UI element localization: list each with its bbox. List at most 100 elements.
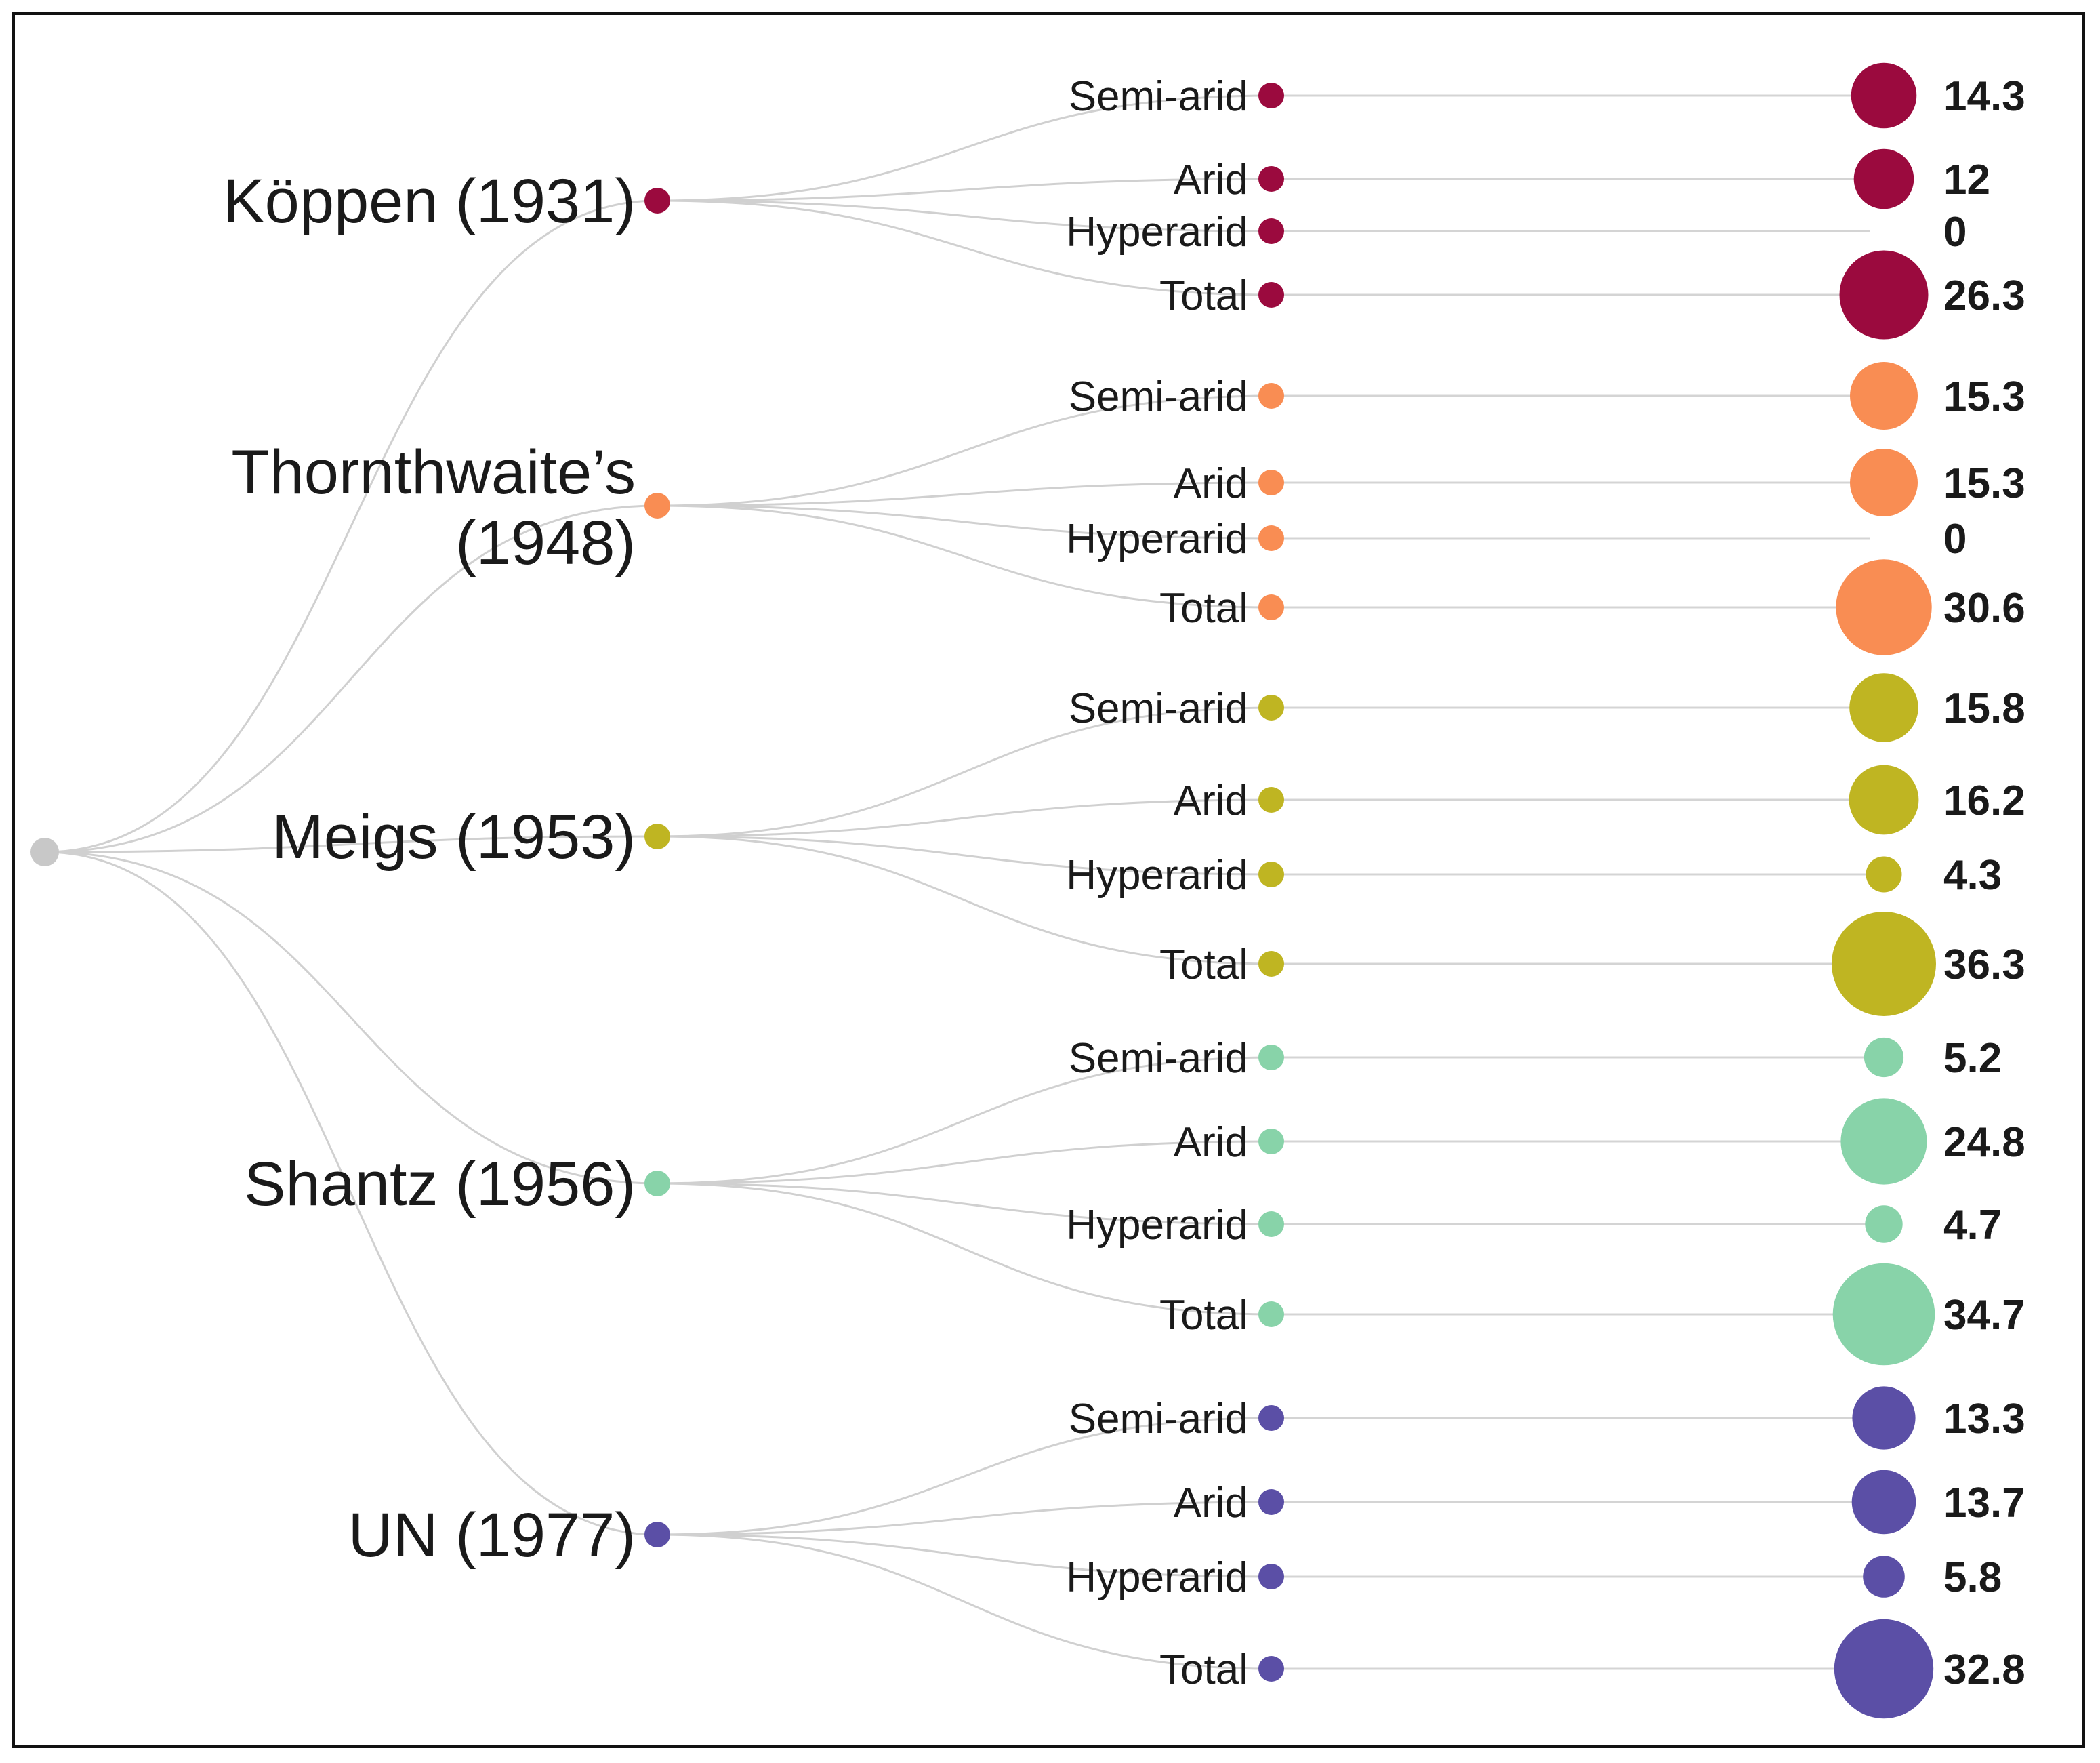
category-node[interactable] xyxy=(1258,1489,1284,1515)
value-bubble[interactable] xyxy=(1832,912,1936,1016)
category-node[interactable] xyxy=(1258,1656,1284,1682)
value-bubble[interactable] xyxy=(1850,449,1918,516)
value-bubble[interactable] xyxy=(1849,765,1919,835)
category-label: Total xyxy=(1159,941,1248,988)
category-label: Total xyxy=(1159,272,1248,319)
category-label: Semi-arid xyxy=(1069,685,1248,732)
method-link xyxy=(657,1533,1272,1578)
method-label: Shantz (1956) xyxy=(244,1150,636,1219)
value-bubble[interactable] xyxy=(1864,1037,1904,1078)
method-link xyxy=(657,1533,1272,1670)
category-node[interactable] xyxy=(1258,1405,1284,1431)
value-label: 13.7 xyxy=(1943,1480,2025,1526)
method-node[interactable] xyxy=(644,1171,670,1196)
category-label: Semi-arid xyxy=(1069,1035,1248,1082)
value-label: 14.3 xyxy=(1943,73,2025,120)
method-link xyxy=(657,481,1272,507)
category-node[interactable] xyxy=(1258,695,1284,721)
method-link xyxy=(657,504,1272,540)
value-bubble[interactable] xyxy=(1851,62,1917,129)
value-bubble[interactable] xyxy=(1840,1098,1927,1185)
category-node[interactable] xyxy=(1258,83,1284,108)
value-bubble[interactable] xyxy=(1850,362,1918,430)
value-label: 32.8 xyxy=(1943,1646,2025,1693)
method-label: Thornthwaite’s xyxy=(231,438,636,507)
category-label: Hyperarid xyxy=(1066,852,1248,899)
category-node[interactable] xyxy=(1258,282,1284,308)
category-node[interactable] xyxy=(1258,166,1284,192)
method-link xyxy=(657,1501,1272,1536)
category-node[interactable] xyxy=(1258,218,1284,244)
value-bubble[interactable] xyxy=(1839,250,1929,340)
method-link xyxy=(657,394,1272,507)
value-bubble[interactable] xyxy=(1865,1205,1903,1243)
value-bubble[interactable] xyxy=(1866,856,1902,893)
category-label: Arid xyxy=(1174,1119,1248,1166)
category-node[interactable] xyxy=(1258,383,1284,409)
value-label: 5.8 xyxy=(1943,1554,2002,1601)
category-node[interactable] xyxy=(1258,951,1284,977)
value-bubble[interactable] xyxy=(1853,148,1914,209)
root-link-2 xyxy=(44,835,658,853)
method-link xyxy=(657,798,1272,838)
method-link xyxy=(657,1182,1272,1225)
value-label: 15.3 xyxy=(1943,460,2025,507)
method-link xyxy=(657,1056,1272,1185)
method-label: Köppen (1931) xyxy=(223,167,636,236)
category-label: Hyperarid xyxy=(1066,516,1248,563)
method-link xyxy=(657,1182,1272,1316)
value-label: 12 xyxy=(1943,157,1990,203)
value-label: 16.2 xyxy=(1943,777,2025,824)
category-label: Total xyxy=(1159,585,1248,632)
category-label: Hyperarid xyxy=(1066,209,1248,256)
value-bubble[interactable] xyxy=(1832,1263,1935,1366)
method-node[interactable] xyxy=(644,188,670,214)
category-node[interactable] xyxy=(1258,525,1284,551)
tree-nodes xyxy=(30,62,1936,1719)
value-label: 4.7 xyxy=(1943,1202,2002,1249)
category-node[interactable] xyxy=(1258,1211,1284,1237)
root-node[interactable] xyxy=(30,838,59,866)
value-bubble[interactable] xyxy=(1863,1556,1905,1598)
category-node[interactable] xyxy=(1258,594,1284,620)
category-node[interactable] xyxy=(1258,787,1284,813)
category-label: Arid xyxy=(1174,460,1248,507)
category-node[interactable] xyxy=(1258,1129,1284,1154)
labels: Köppen (1931) Semi-arid 14.3 Arid 12 Hyperari… xyxy=(223,73,2025,1693)
method-link xyxy=(657,835,1272,876)
value-label: 15.3 xyxy=(1943,373,2025,420)
method-link xyxy=(657,94,1272,202)
method-node[interactable] xyxy=(644,824,670,849)
category-label: Semi-arid xyxy=(1069,373,1248,420)
chart-frame xyxy=(12,12,2085,1748)
value-label: 0 xyxy=(1943,209,1967,256)
tree-links xyxy=(44,94,1272,1670)
category-label: Semi-arid xyxy=(1069,1396,1248,1442)
method-link xyxy=(657,1417,1272,1536)
value-bubble[interactable] xyxy=(1849,673,1918,742)
method-label: UN (1977) xyxy=(348,1501,636,1570)
method-node[interactable] xyxy=(644,493,670,519)
value-label: 15.8 xyxy=(1943,685,2025,732)
root-link-0 xyxy=(44,199,658,853)
category-label: Arid xyxy=(1174,157,1248,203)
category-node[interactable] xyxy=(1258,470,1284,495)
value-bubble[interactable] xyxy=(1834,1619,1934,1719)
method-node[interactable] xyxy=(644,1522,670,1547)
method-link xyxy=(657,199,1272,296)
method-link xyxy=(657,835,1272,965)
value-bubble[interactable] xyxy=(1851,1470,1916,1535)
category-label: Hyperarid xyxy=(1066,1554,1248,1601)
category-label: Arid xyxy=(1174,1480,1248,1526)
category-node[interactable] xyxy=(1258,1564,1284,1589)
category-label: Arid xyxy=(1174,777,1248,824)
value-bubble[interactable] xyxy=(1836,559,1932,655)
value-label: 36.3 xyxy=(1943,941,2025,988)
category-node[interactable] xyxy=(1258,1301,1284,1327)
method-link xyxy=(657,199,1272,232)
category-node[interactable] xyxy=(1258,862,1284,887)
value-bubble[interactable] xyxy=(1852,1386,1916,1450)
category-node[interactable] xyxy=(1258,1045,1284,1070)
value-label: 26.3 xyxy=(1943,272,2025,319)
